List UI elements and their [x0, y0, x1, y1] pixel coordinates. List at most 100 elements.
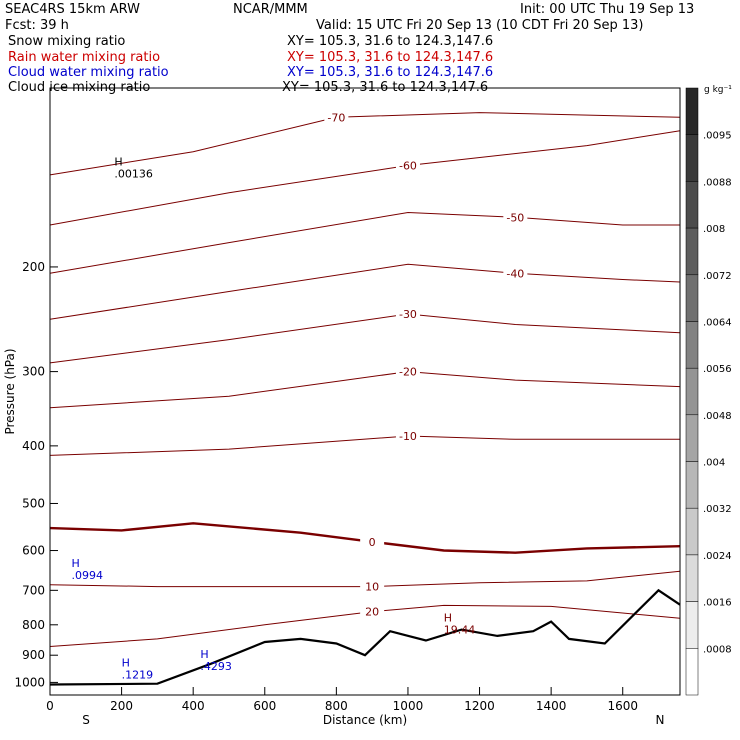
contour-label: 10 [365, 581, 379, 594]
colorbar-label: .0024 [703, 551, 732, 562]
x-tick-label: 1200 [464, 699, 495, 713]
colorbar-label: .0008 [703, 644, 732, 655]
colorbar-cell [685, 181, 699, 229]
contour-line--20 [49, 371, 681, 409]
colorbar-cell [685, 87, 699, 135]
contour-line--50 [49, 211, 680, 274]
y-tick-label: 400 [22, 439, 45, 453]
x-tick-label: 400 [182, 699, 205, 713]
x-tick-label: 200 [110, 699, 133, 713]
contour-label: 0 [369, 536, 376, 549]
colorbar-label: .0088 [703, 177, 732, 188]
legend-snow: Snow mixing ratio [8, 34, 126, 49]
extreme-value: .1219 [122, 668, 154, 681]
extreme-value: .0994 [71, 569, 103, 582]
valid-time: Valid: 15 UTC Fri 20 Sep 13 (10 CDT Fri … [316, 18, 644, 33]
colorbar-cell [685, 134, 699, 182]
colorbar-cell [685, 414, 699, 462]
plot-frame [49, 87, 681, 696]
endpoint-left: S [82, 713, 90, 727]
model-title: SEAC4RS 15km ARW [5, 2, 141, 17]
y-tick-label: 1000 [14, 675, 45, 689]
extreme-marker: H [71, 557, 79, 570]
contour-line--40 [49, 263, 681, 320]
x-tick-label: 600 [253, 699, 276, 713]
extreme-marker: H [122, 656, 130, 669]
y-tick-label: 800 [22, 618, 45, 632]
contour-label-bg [395, 429, 420, 443]
colorbar-cell [685, 321, 699, 369]
colorbar-cell [685, 461, 699, 509]
x-tick-label: 1400 [536, 699, 567, 713]
legend-cloud-water-xy: XY= 105.3, 31.6 to 124.3,147.6 [287, 65, 494, 80]
contour-label: -50 [506, 211, 524, 224]
contour-label-bg [395, 158, 420, 172]
contour-line--10 [49, 435, 680, 456]
colorbar-label: .0056 [703, 364, 732, 375]
legend-snow-xy: XY= 105.3, 31.6 to 124.3,147.6 [287, 34, 494, 49]
colorbar-label: .0064 [703, 317, 732, 328]
contour-label: -30 [399, 308, 417, 321]
extreme-marker: H [114, 155, 122, 168]
x-tick-label: 1600 [607, 699, 638, 713]
contour-label-bg [503, 266, 528, 280]
contour-label-bg [360, 579, 385, 593]
legend-rain: Rain water mixing ratio [8, 50, 161, 65]
contour-label-bg [503, 210, 528, 224]
contour-label-bg [324, 110, 349, 124]
colorbar-cell [685, 227, 699, 276]
legend-rain-xy: XY= 105.3, 31.6 to 124.3,147.6 [287, 50, 494, 65]
contour-line--70 [49, 112, 681, 176]
colorbar-label: .0032 [703, 504, 732, 515]
legend-cloud-ice: Cloud ice mixing ratio [8, 80, 151, 95]
contour-label-bg [360, 534, 385, 548]
colorbar-label: .004 [703, 458, 725, 469]
contour-line--30 [49, 313, 681, 364]
contour-label: -20 [399, 366, 417, 379]
contour-label-bg [395, 364, 420, 378]
y-axis-label: Pressure (hPa) [3, 348, 17, 434]
extreme-marker: H [444, 612, 452, 625]
colorbar-label: .0072 [703, 271, 732, 282]
extreme-value: 19.44 [444, 624, 476, 637]
contour-label: -10 [399, 430, 417, 443]
y-tick-label: 600 [22, 544, 45, 558]
y-tick-label: 200 [22, 260, 45, 274]
colorbar-label: .008 [703, 224, 725, 235]
x-axis-label: Distance (km) [323, 713, 407, 727]
y-tick-label: 900 [22, 648, 45, 662]
y-tick-label: 500 [22, 496, 45, 510]
colorbar-cell [685, 554, 699, 602]
extreme-marker: H [200, 648, 208, 661]
colorbar-cell [685, 648, 699, 696]
init-time: Init: 00 UTC Thu 19 Sep 13 [520, 2, 695, 17]
extreme-value: .4293 [200, 660, 232, 673]
contour-label-bg [360, 604, 385, 618]
contour-label: -70 [327, 111, 345, 124]
colorbar-label: .0048 [703, 411, 732, 422]
contour-label: 20 [365, 606, 379, 619]
y-tick-label: 300 [22, 365, 45, 379]
x-tick-label: 0 [46, 699, 54, 713]
endpoint-right: N [656, 713, 665, 727]
colorbar-cell [685, 274, 699, 322]
colorbar-cell [685, 507, 699, 556]
colorbar-cell [685, 601, 699, 649]
contour-label: -60 [399, 159, 417, 172]
colorbar-units: g kg⁻¹ [704, 85, 732, 95]
contour-label-bg [395, 306, 420, 320]
x-tick-label: 1000 [393, 699, 424, 713]
center-title: NCAR/MMM [233, 2, 308, 17]
contour-label: -40 [506, 267, 524, 280]
colorbar-label: .0095 [703, 131, 732, 142]
legend-cloud-ice-xy: XY= 105.3, 31.6 to 124.3,147.6 [282, 80, 489, 95]
colorbar-label: .0016 [703, 598, 732, 609]
colorbar-cell [685, 367, 699, 416]
forecast-hour: Fcst: 39 h [5, 18, 69, 33]
extreme-value: .00136 [114, 167, 153, 180]
legend-cloud-water: Cloud water mixing ratio [8, 65, 169, 80]
x-tick-label: 800 [325, 699, 348, 713]
y-tick-label: 700 [22, 583, 45, 597]
terrain-line [49, 588, 681, 686]
